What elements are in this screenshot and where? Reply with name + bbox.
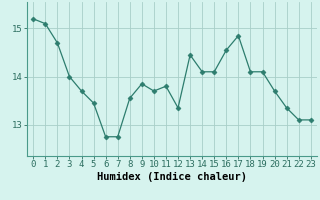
X-axis label: Humidex (Indice chaleur): Humidex (Indice chaleur) xyxy=(97,172,247,182)
